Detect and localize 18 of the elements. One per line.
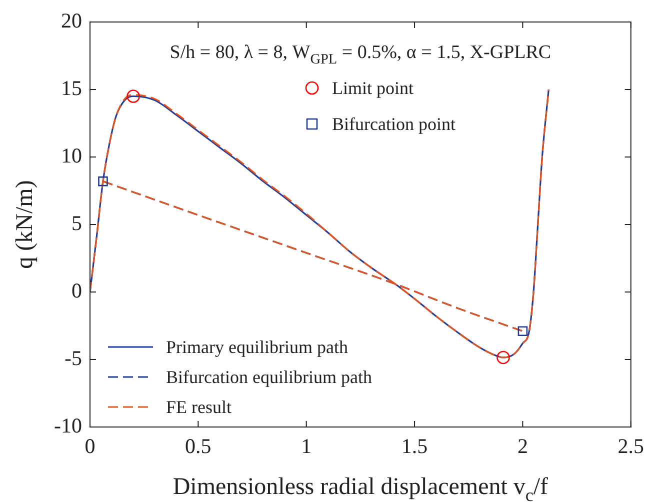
legend-label: FE result	[166, 397, 232, 417]
x-tick-label: 1	[301, 434, 312, 458]
x-tick-label: 0.5	[185, 434, 212, 458]
y-tick-label: 0	[72, 278, 82, 303]
legend-label: Limit point	[332, 78, 414, 98]
y-tick-label: 5	[72, 211, 82, 236]
y-tick-label: -10	[54, 414, 82, 438]
legend-label: Primary equilibrium path	[166, 337, 348, 357]
y-axis-title: q (kN/m)	[12, 180, 38, 269]
legend-label: Bifurcation equilibrium path	[166, 367, 372, 387]
y-tick-label: 20	[61, 8, 82, 33]
x-tick-label: 2.5	[618, 434, 644, 458]
x-tick-label: 2	[517, 434, 528, 458]
y-tick-label: 15	[61, 76, 82, 100]
y-tick-label: -5	[64, 346, 82, 370]
x-tick-label: 1.5	[401, 434, 428, 458]
legend-label: Bifurcation point	[332, 114, 456, 134]
y-tick-label: 10	[61, 144, 82, 168]
